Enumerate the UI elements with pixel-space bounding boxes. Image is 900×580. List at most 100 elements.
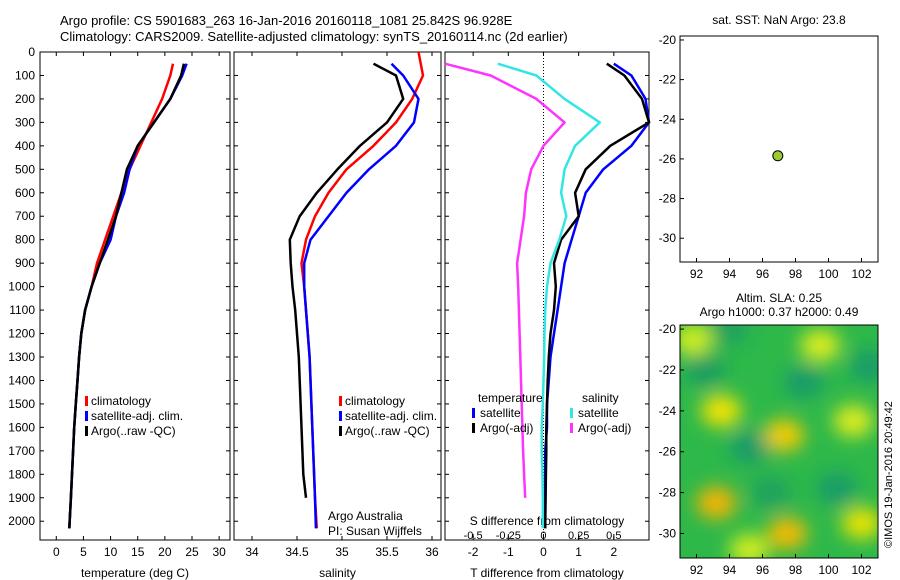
title-line-2: Climatology: CARS2009. Satellite-adjuste… [60, 29, 568, 44]
x-tick-label: 0 [540, 545, 547, 559]
legend-swatch [472, 408, 475, 418]
series-line-difference-1 [543, 62, 651, 529]
heatmap-cell [729, 533, 770, 558]
x-axis-label: salinity [319, 566, 356, 580]
heatmap-cell [849, 349, 878, 382]
title-line-1: Argo profile: CS 5901683_263 16-Jan-2016… [60, 13, 513, 28]
legend-header: salinity [582, 391, 619, 405]
legend-swatch [472, 423, 475, 433]
x-tick-label: 35 [335, 545, 349, 559]
heatmap-cell [841, 507, 878, 540]
x-tick-label: 102 [851, 563, 871, 577]
series-line-difference-2 [497, 62, 602, 529]
y-tick-label: 1000 [8, 280, 35, 294]
x-tick-label: 94 [723, 267, 737, 281]
x-tick-label: 98 [789, 267, 803, 281]
legend-label: satellite-adj. clim. [345, 409, 437, 423]
y-tick-label: -26 [659, 445, 677, 459]
x-tick-label: 20 [158, 545, 172, 559]
y-tick-label: -22 [659, 363, 677, 377]
heatmap-cell [680, 325, 714, 356]
legend-label: satellite [578, 406, 619, 420]
y-tick-label: -26 [659, 152, 677, 166]
legend-header: temperature [478, 391, 543, 405]
legend-label: satellite [480, 406, 521, 420]
x-tick-label: -1 [503, 545, 514, 559]
legend-label: Argo(..raw -QC) [91, 424, 176, 438]
panel-difference-frame [444, 51, 650, 541]
series-line-difference-3 [444, 62, 566, 498]
sla-map-frame [679, 324, 879, 559]
y-tick-label: -28 [659, 486, 677, 500]
y-tick-label: 700 [15, 209, 35, 223]
heatmap-cell [729, 431, 770, 464]
s-tick-label: 0.5 [606, 530, 621, 542]
float-location-marker [772, 150, 784, 162]
x-tick-label: 36 [425, 545, 439, 559]
legend-label: satellite-adj. clim. [91, 409, 183, 423]
y-tick-label: -22 [659, 73, 677, 87]
x-axis-label-salinity: S difference from climatology [470, 514, 625, 528]
y-tick-label: 0 [28, 45, 35, 59]
x-tick-label: 92 [690, 563, 704, 577]
sla-title-line: Altim. SLA: 0.25 [736, 291, 822, 305]
y-tick-label: 1500 [8, 397, 35, 411]
s-tick-label: -0.25 [496, 530, 521, 542]
sla-title-line: Argo h1000: 0.37 h2000: 0.49 [700, 305, 859, 319]
x-tick-label: 25 [185, 545, 199, 559]
heatmap-cell [701, 394, 742, 427]
x-tick-label: 0 [53, 545, 60, 559]
series-line-salinity-2 [288, 62, 405, 498]
y-tick-label: 1300 [8, 350, 35, 364]
panel-salinity-frame [233, 51, 442, 541]
s-tick-label: -0.5 [464, 530, 483, 542]
x-tick-label: 92 [690, 267, 704, 281]
y-tick-label: 1600 [8, 420, 35, 434]
x-tick-label: 1 [575, 545, 582, 559]
x-tick-label: 102 [851, 267, 871, 281]
legend-label: climatology [91, 394, 151, 408]
series-line-temperature-1 [68, 63, 188, 529]
heatmap-cell [763, 419, 804, 452]
y-tick-label: -24 [659, 404, 677, 418]
series-line-temperature-0 [68, 63, 175, 529]
y-tick-label: 300 [15, 115, 35, 129]
series-line-salinity-1 [302, 62, 420, 529]
legend-label: climatology [345, 394, 405, 408]
x-tick-label: 96 [756, 563, 770, 577]
s-tick-label: 0.25 [568, 530, 589, 542]
y-tick-label: 200 [15, 92, 35, 106]
legend-swatch [339, 411, 342, 421]
x-tick-label: -2 [468, 545, 479, 559]
y-tick-label: -30 [659, 231, 677, 245]
x-tick-label: 10 [104, 545, 118, 559]
x-axis-label: temperature (deg C) [81, 566, 189, 580]
x-tick-label: 100 [818, 563, 838, 577]
heatmap-cell [684, 353, 725, 386]
position-map-title: sat. SST: NaN Argo: 23.8 [712, 13, 846, 27]
y-tick-label: 800 [15, 233, 35, 247]
s-tick-label: 0 [540, 530, 546, 542]
y-tick-label: 1800 [8, 467, 35, 481]
annotation-line: PI: Susan Wijffels [328, 524, 422, 538]
heatmap-cell [696, 486, 737, 519]
x-tick-label: 98 [789, 563, 803, 577]
position-map-frame [679, 35, 879, 263]
legend-label: Argo(..raw -QC) [345, 424, 430, 438]
x-axis-label: T difference from climatology [470, 566, 624, 580]
y-tick-label: 2000 [8, 514, 35, 528]
y-tick-label: 400 [15, 139, 35, 153]
legend-swatch [570, 408, 573, 418]
heatmap-cell [800, 329, 841, 362]
y-tick-label: -24 [659, 112, 677, 126]
heatmap-cell [816, 472, 857, 505]
x-tick-label: 5 [80, 545, 87, 559]
x-tick-label: 94 [723, 563, 737, 577]
y-tick-label: 500 [15, 162, 35, 176]
y-tick-label: 1200 [8, 327, 35, 341]
heatmap-cell [767, 517, 808, 550]
y-tick-label: -28 [659, 192, 677, 206]
series-line-difference-0 [543, 62, 651, 529]
x-tick-label: 34 [245, 545, 259, 559]
legend-label: Argo(-adj) [480, 421, 533, 435]
